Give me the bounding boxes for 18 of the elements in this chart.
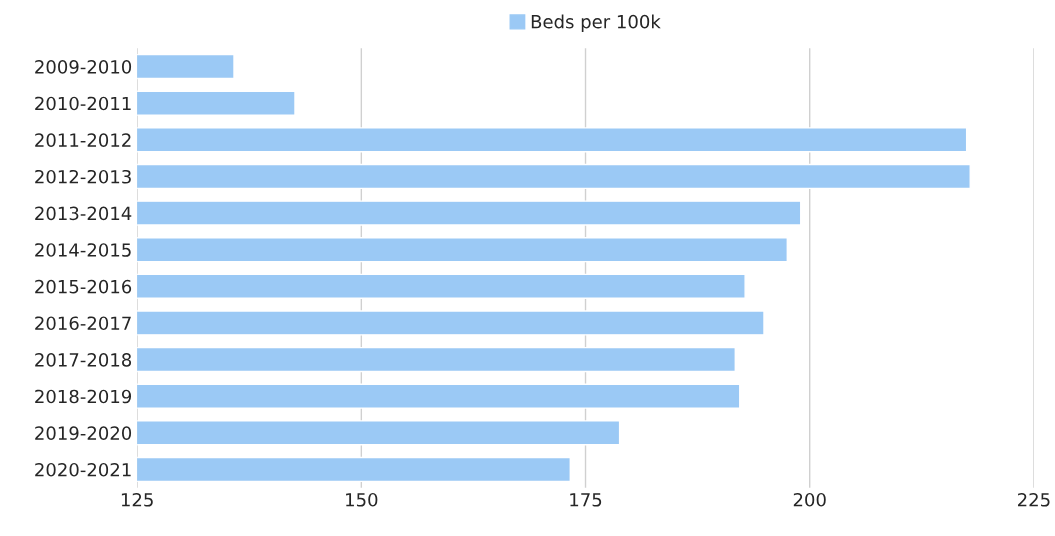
y-tick-label: 2016-2017 [35,316,131,331]
x-tick-label: 150 [346,492,378,507]
y-tick-label: 2019-2020 [35,426,132,440]
y-tick-label: 2010-2011 [35,96,131,111]
x-tick-label: 175 [570,493,602,507]
y-tick-label: 2015-2016 [35,279,132,294]
x-tick-label: 200 [793,492,826,507]
y-tick-label: 2018-2019 [35,389,132,404]
legend-label: Beds per 100k [531,14,661,32]
y-tick-label: 2011-2012 [35,133,131,147]
x-tick-label: 225 [1017,492,1050,507]
y-tick-label: 2014-2015 [35,243,131,257]
y-tick-label: 2012-2013 [35,169,131,184]
y-tick-label: 2017-2018 [35,353,132,367]
y-tick-label: 2013-2014 [35,206,132,221]
y-tick-label: 2009-2010 [35,60,132,74]
x-tick-label: 125 [121,492,153,507]
y-tick-label: 2020-2021 [35,462,131,477]
